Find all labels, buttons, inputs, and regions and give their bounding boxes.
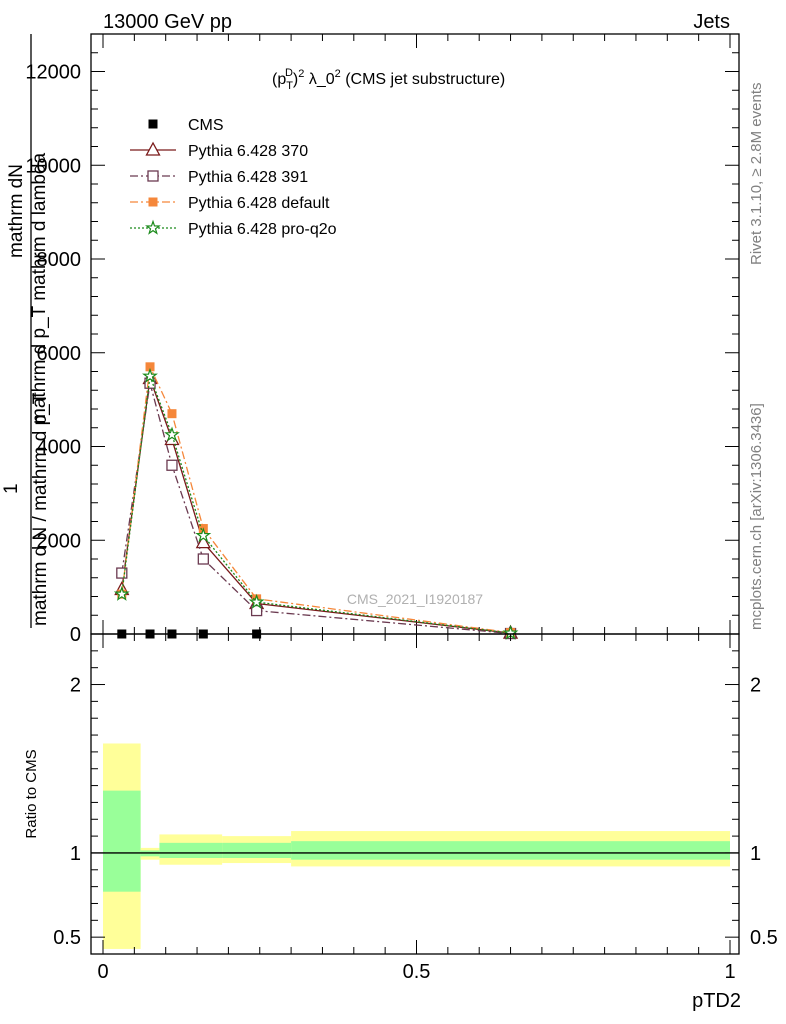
ratio-ytick-label-right: 2	[750, 675, 761, 697]
ytick-label: 2000	[37, 530, 82, 552]
ytick-label: 10000	[25, 155, 81, 177]
legend-marker-pq2o	[145, 219, 161, 235]
title-sup3: 2	[335, 68, 341, 80]
ytick-label: 6000	[37, 343, 82, 365]
title-rest: λ_0	[304, 71, 334, 88]
title-sup2: 2	[298, 68, 304, 80]
legend-marker-cms	[148, 119, 158, 129]
legend-label-pdefault: Pythia 6.428 default	[188, 195, 330, 212]
data-point-pdefault	[145, 362, 155, 372]
data-point-p370	[195, 534, 211, 549]
ratio-ytick-label: 1	[70, 843, 81, 865]
band-inner	[103, 790, 141, 892]
data-point-pq2o	[164, 426, 180, 442]
legend-entry-p391: Pythia 6.428 391	[130, 169, 308, 186]
xtick-label: 0	[97, 961, 108, 983]
legend-marker-pdefault	[148, 197, 158, 207]
mcplots-label: mcplots.cern.ch [arXiv:1306.3436]	[748, 403, 765, 630]
legend-marker-p370	[145, 141, 161, 156]
band-inner	[159, 842, 223, 858]
series-pq2o	[113, 367, 519, 640]
title-p: (p	[272, 71, 286, 88]
data-point-p391	[250, 604, 263, 617]
data-point-p391	[197, 553, 209, 565]
ratio-ytick-label: 2	[70, 675, 81, 697]
ratio-axis-ticks	[91, 634, 739, 954]
data-point-pq2o	[248, 593, 265, 609]
band-inner	[222, 842, 292, 858]
ylabel-bottom: mathrm d N / mathrm d p_T	[30, 392, 51, 626]
data-point-pq2o	[195, 527, 212, 543]
rivet-label: Rivet 3.1.10, ≥ 2.8M events	[748, 83, 765, 266]
xtick-label: 0.5	[403, 961, 431, 983]
title-sub: T	[286, 80, 293, 92]
main-panel: 0 2000 4000 6000 8000 10000 12000 CMS_2021_I19…	[25, 33, 740, 647]
main-axis-ticks	[91, 33, 739, 635]
title-tail: (CMS jet substructure)	[341, 71, 505, 88]
plot-title: (pTD)2 λ_02 (CMS jet substructure)	[272, 67, 505, 92]
watermark: CMS_2021_I1920187	[347, 591, 483, 607]
main-ytick-labels: 0 2000 4000 6000 8000 10000 12000	[25, 62, 81, 647]
data-point-pq2o	[142, 367, 158, 383]
ylabel-top2: mathrm d p_T mathrm d lambda	[29, 153, 50, 424]
data-point-pdefault	[167, 409, 177, 419]
legend-entry-pdefault: Pythia 6.428 default	[130, 195, 330, 212]
ratio-ytick-label: 0.5	[53, 927, 81, 949]
ytick-label: 8000	[37, 249, 82, 271]
legend-marker-p391	[147, 170, 159, 182]
ratio-ytick-label-right: 1	[750, 843, 761, 865]
ratio-ytick-labels: 0.5 0.5 1 1 2 2	[53, 675, 778, 950]
ylabel-top: mathrm dN	[6, 164, 27, 258]
series-line-p391	[121, 383, 511, 635]
legend: CMS Pythia 6.428 370 Pythia 6.428 391 Pythi…	[130, 117, 337, 238]
data-point-p391	[116, 567, 128, 579]
legend-entry-cms: CMS	[148, 117, 224, 134]
title-close: )	[293, 71, 298, 88]
title-sup: D	[285, 67, 293, 79]
legend-label-pq2o: Pythia 6.428 pro-q2o	[188, 221, 337, 238]
ratio-ylabel: Ratio to CMS	[23, 749, 40, 838]
xlabel: pTD2	[692, 990, 741, 1012]
legend-label-cms: CMS	[188, 117, 224, 134]
legend-label-p370: Pythia 6.428 370	[188, 143, 308, 160]
data-point-pq2o	[113, 585, 130, 601]
ratio-panel: 0.5 0.51 12 2 0 0.5 1 Ratio to CMS pTD2	[23, 633, 778, 1012]
ratio-bands	[103, 743, 730, 949]
data-point-p391	[166, 459, 178, 471]
legend-entry-p370: Pythia 6.428 370	[130, 141, 308, 160]
ytick-label: 4000	[37, 437, 82, 459]
ratio-xtick-labels: 0 0.5 1	[97, 961, 735, 983]
header-right: Jets	[693, 11, 730, 33]
series-line-pdefault	[121, 364, 511, 634]
main-ylabel: mathrm dN mathrm d p_T mathrm d lambda 1…	[1, 34, 51, 628]
ytick-label: 12000	[25, 62, 81, 84]
legend-label-p391: Pythia 6.428 391	[188, 169, 308, 186]
ratio-ytick-label-right: 0.5	[750, 927, 778, 949]
band-inner	[291, 841, 730, 860]
header-left: 13000 GeV pp	[103, 11, 232, 33]
ytick-label: 0	[70, 624, 81, 646]
ratio-frame	[90, 633, 740, 955]
ylabel-one: 1	[1, 483, 22, 494]
xtick-label: 1	[724, 961, 735, 983]
legend-entry-pq2o: Pythia 6.428 pro-q2o	[130, 219, 337, 238]
